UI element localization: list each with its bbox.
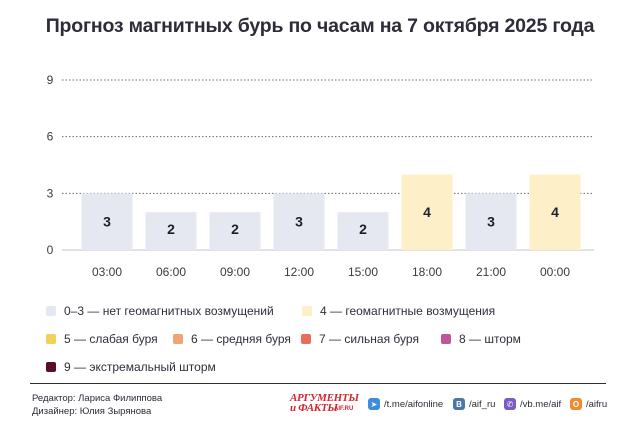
divider xyxy=(30,383,606,384)
viber-icon: ✆ xyxy=(504,398,516,410)
legend-label: 6 — средняя буря xyxy=(191,332,291,346)
bar xyxy=(529,174,581,250)
bar xyxy=(337,212,389,250)
y-tick-label: 3 xyxy=(47,186,54,200)
bar-value-label: 2 xyxy=(231,221,239,237)
legend-label: 7 — сильная буря xyxy=(319,332,419,346)
x-tick-label: 15:00 xyxy=(348,265,378,279)
bar-value-label: 3 xyxy=(103,214,111,230)
legend-item: 6 — средняя буря xyxy=(173,332,291,346)
x-tick-label: 12:00 xyxy=(284,265,314,279)
legend-swatch xyxy=(441,334,451,344)
legend-swatch xyxy=(46,306,56,316)
y-tick-label: 9 xyxy=(47,73,54,87)
chart-title: Прогноз магнитных бурь по часам на 7 окт… xyxy=(45,15,595,37)
bar-value-label: 3 xyxy=(295,214,303,230)
x-tick-label: 06:00 xyxy=(156,265,186,279)
legend-swatch xyxy=(173,334,183,344)
x-tick-label: 18:00 xyxy=(412,265,442,279)
x-tick-label: 03:00 xyxy=(92,265,122,279)
legend-swatch xyxy=(301,334,311,344)
vk-icon: В xyxy=(453,398,465,410)
ok-icon: О xyxy=(570,398,582,410)
legend-item: 5 — слабая буря xyxy=(46,332,158,346)
legend-item: 8 — шторм xyxy=(441,332,521,346)
x-tick-label: 09:00 xyxy=(220,265,250,279)
legend-item: 9 — экстремальный шторм xyxy=(46,360,216,374)
legend-swatch xyxy=(302,306,312,316)
bar-value-label: 2 xyxy=(359,221,367,237)
social-link[interactable]: В/aif_ru xyxy=(453,398,495,410)
bar xyxy=(401,174,453,250)
legend-label: 9 — экстремальный шторм xyxy=(64,360,216,374)
social-link-text: /vb.me/aif xyxy=(520,398,562,410)
credits: Редактор: Лариса Филиппова Дизайнер: Юли… xyxy=(32,392,162,418)
editor-credit: Редактор: Лариса Филиппова xyxy=(32,393,163,404)
x-tick-label: 00:00 xyxy=(540,265,570,279)
legend-label: 8 — шторм xyxy=(459,332,521,346)
logo-line-1: АРГУМЕНТЫ xyxy=(290,392,359,404)
y-tick-label: 6 xyxy=(47,130,54,144)
legend-label: 5 — слабая буря xyxy=(64,332,158,346)
bar xyxy=(465,193,517,250)
legend-label: 0–3 — нет геомагнитных возмущений xyxy=(64,304,274,318)
social-link[interactable]: ✆ /vb.me/aif xyxy=(504,398,561,410)
aif-logo[interactable]: АРГУМЕНТЫ и ФАКТЫ AIF.RU xyxy=(290,392,360,416)
logo-domain: AIF.RU xyxy=(334,406,354,412)
logo-line-2: и ФАКТЫ xyxy=(290,402,338,414)
bar xyxy=(145,212,197,250)
bar-value-label: 4 xyxy=(551,204,559,220)
social-link-text: /t.me/aifonline xyxy=(384,398,444,410)
legend-item: 4 — геомагнитные возмущения xyxy=(302,304,495,318)
bar xyxy=(273,193,325,250)
bar xyxy=(209,212,261,250)
bar-value-label: 4 xyxy=(423,204,431,220)
designer-credit: Дизайнер: Юлия Зырянова xyxy=(32,406,152,417)
legend-label: 4 — геомагнитные возмущения xyxy=(320,304,496,318)
legend-item: 7 — сильная буря xyxy=(301,332,419,346)
bar-value-label: 2 xyxy=(167,221,175,237)
social-link-text: /aifru xyxy=(586,398,608,410)
social-link-text: /aif_ru xyxy=(469,398,496,410)
social-link[interactable]: ➤ /t.me/aifonline xyxy=(368,398,443,410)
y-tick-label: 0 xyxy=(47,243,54,257)
legend-swatch xyxy=(46,362,56,372)
legend-swatch xyxy=(46,334,56,344)
x-tick-label: 21:00 xyxy=(476,265,506,279)
social-link[interactable]: О/aifru xyxy=(570,398,607,410)
bar xyxy=(81,193,133,250)
legend-item: 0–3 — нет геомагнитных возмущений xyxy=(46,304,274,318)
bar-value-label: 3 xyxy=(487,214,495,230)
telegram-icon: ➤ xyxy=(368,398,380,410)
bar-chart: 0 3 6 9 3 03:00 2 06:00 2 09:00 3 12:00 2 15:00 4 18:00… xyxy=(47,73,594,279)
